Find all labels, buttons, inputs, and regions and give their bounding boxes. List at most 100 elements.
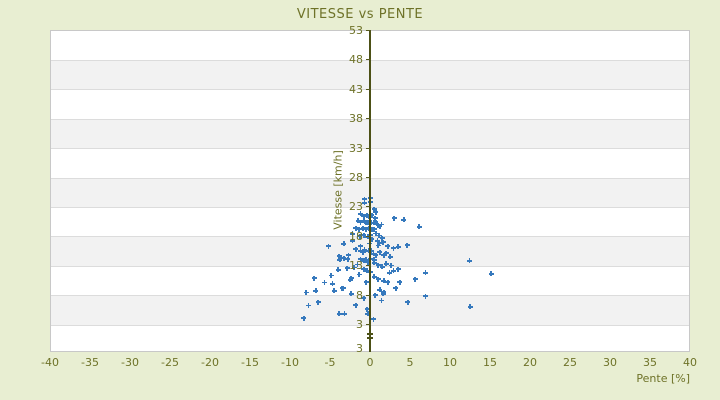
data-point bbox=[358, 243, 364, 249]
y-tick-label: 18 bbox=[349, 229, 363, 243]
y-tick-mark bbox=[365, 59, 371, 61]
y-axis-min-label: 3 bbox=[356, 342, 363, 355]
data-point bbox=[346, 252, 352, 258]
data-point bbox=[385, 243, 391, 249]
data-point bbox=[340, 285, 346, 291]
data-point bbox=[336, 253, 342, 259]
data-point bbox=[364, 268, 370, 274]
data-point bbox=[375, 276, 381, 282]
data-point bbox=[363, 257, 369, 263]
data-point bbox=[365, 259, 371, 265]
data-point bbox=[341, 255, 347, 261]
y-tick-label: 13 bbox=[349, 259, 363, 273]
data-point bbox=[380, 291, 386, 297]
axis-minor-mark bbox=[367, 333, 373, 335]
data-point bbox=[301, 315, 307, 321]
data-point bbox=[371, 260, 377, 266]
y-axis-title-text: Vitesse [km/h] bbox=[331, 150, 345, 230]
data-point bbox=[404, 242, 410, 248]
data-point bbox=[365, 219, 371, 225]
data-point bbox=[385, 279, 391, 285]
data-point bbox=[380, 239, 386, 245]
data-point bbox=[370, 251, 376, 257]
x-tick-label: 35 bbox=[643, 356, 657, 369]
data-point bbox=[353, 246, 359, 252]
data-point bbox=[377, 287, 383, 293]
x-tick-label: -30 bbox=[121, 356, 139, 369]
x-tick-label: 30 bbox=[603, 356, 617, 369]
data-point bbox=[353, 302, 359, 308]
y-tick-mark bbox=[365, 324, 371, 326]
y-tick-label: 38 bbox=[349, 112, 363, 126]
y-tick-label: 33 bbox=[349, 141, 363, 155]
data-point bbox=[322, 280, 328, 286]
x-tick-label: 0 bbox=[366, 356, 374, 369]
data-point bbox=[366, 225, 372, 231]
x-tick-label: -20 bbox=[201, 356, 219, 369]
data-point bbox=[422, 270, 428, 276]
y-tick-label: 53 bbox=[349, 24, 363, 37]
data-point bbox=[374, 238, 380, 244]
data-point bbox=[361, 258, 367, 264]
data-point bbox=[390, 268, 396, 274]
data-point bbox=[383, 261, 389, 267]
data-point bbox=[373, 219, 379, 225]
data-point bbox=[375, 243, 381, 249]
data-point bbox=[376, 240, 382, 246]
data-point bbox=[422, 293, 428, 299]
data-point bbox=[356, 226, 362, 232]
data-point bbox=[341, 241, 347, 247]
data-point bbox=[370, 316, 376, 322]
data-point bbox=[383, 250, 389, 256]
data-point bbox=[390, 245, 396, 251]
x-tick-label: -35 bbox=[81, 356, 99, 369]
data-point bbox=[379, 235, 385, 241]
y-tick-mark bbox=[365, 206, 371, 208]
data-point bbox=[416, 224, 422, 230]
data-point bbox=[342, 311, 348, 317]
x-tick-label: 15 bbox=[483, 356, 497, 369]
x-tick-label: 25 bbox=[563, 356, 577, 369]
y-tick-label: 28 bbox=[349, 171, 363, 185]
data-point bbox=[361, 295, 367, 301]
data-point bbox=[371, 226, 377, 232]
data-point bbox=[393, 285, 399, 291]
data-point bbox=[326, 243, 332, 249]
data-point bbox=[378, 297, 384, 303]
data-point bbox=[362, 247, 368, 253]
data-point bbox=[373, 209, 379, 215]
data-point bbox=[313, 288, 319, 294]
data-point bbox=[360, 249, 366, 255]
data-point bbox=[371, 257, 377, 263]
data-point bbox=[401, 217, 407, 223]
data-point bbox=[364, 306, 370, 312]
x-tick-label: -10 bbox=[281, 356, 299, 369]
data-point bbox=[467, 304, 473, 310]
y-tick-label: 3 bbox=[356, 318, 363, 332]
x-tick-label: 20 bbox=[523, 356, 537, 369]
data-point bbox=[362, 196, 368, 202]
data-point bbox=[372, 292, 378, 298]
data-point bbox=[372, 215, 378, 221]
data-point bbox=[364, 212, 370, 218]
data-point bbox=[335, 267, 341, 273]
x-tick-label: 40 bbox=[683, 356, 697, 369]
data-point bbox=[488, 271, 494, 277]
data-point bbox=[381, 252, 387, 258]
data-point bbox=[361, 232, 367, 238]
axis-minor-mark bbox=[367, 337, 373, 339]
y-tick-label: 43 bbox=[349, 82, 363, 96]
data-point bbox=[377, 249, 383, 255]
y-tick-label: 23 bbox=[349, 200, 363, 214]
data-point bbox=[358, 248, 364, 254]
data-point bbox=[358, 219, 364, 225]
data-point bbox=[358, 211, 364, 217]
data-point bbox=[361, 213, 367, 219]
data-point bbox=[337, 257, 343, 263]
data-point bbox=[395, 244, 401, 250]
y-tick-mark bbox=[365, 177, 371, 179]
data-point bbox=[466, 258, 472, 264]
y-tick-label: 8 bbox=[356, 288, 363, 302]
y-tick-mark bbox=[365, 88, 371, 90]
